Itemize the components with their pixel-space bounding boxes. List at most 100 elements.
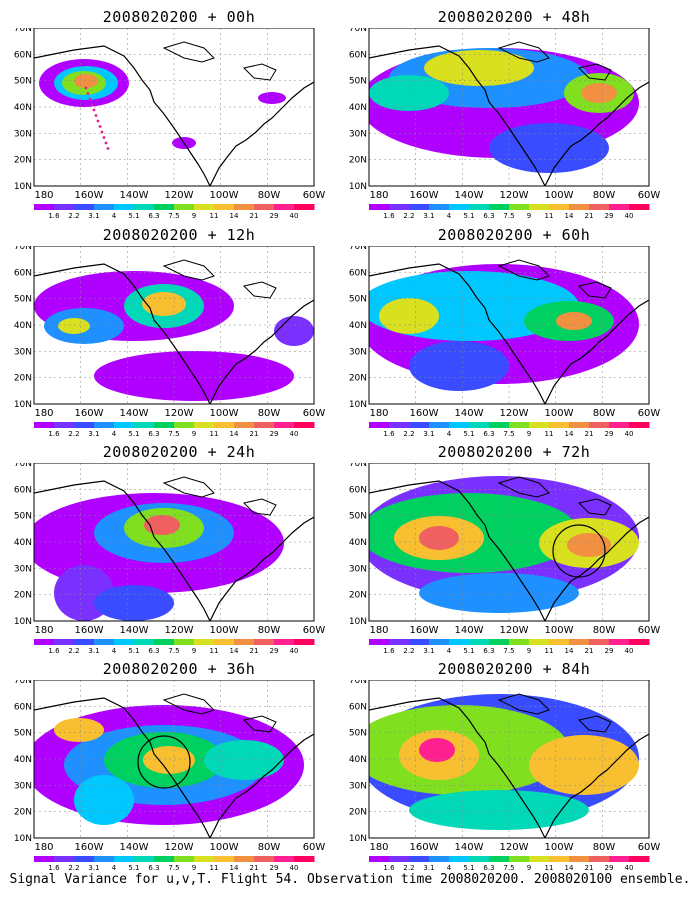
lon-tick-label: 60W (303, 842, 326, 853)
colorbar-swatch (294, 639, 315, 645)
colorbar-label: 1.6 (48, 647, 60, 653)
map-panel-84h: 2008020200 + 84h 70N 60N 50N 40N 30N 20N 10N 18… (349, 660, 679, 875)
lat-tick-label: 50N (14, 295, 32, 305)
flight-track-point (102, 136, 106, 139)
colorbar-label: 14 (230, 212, 239, 218)
map-panel-48h: 2008020200 + 48h 70N 60N 50N 40N 30N 20N 10N 18… (349, 8, 679, 223)
coastline (162, 41, 215, 63)
contour-fill (379, 298, 439, 334)
lat-tick-label: 60N (14, 50, 32, 60)
map-panel-24h: 2008020200 + 24h 70N 60N 50N 40N 30N 20N 10N 18… (14, 443, 344, 658)
colorbar-label: 9 (192, 647, 196, 653)
colorbar-label: 14 (565, 647, 574, 653)
colorbar-label: 29 (605, 864, 614, 870)
colorbar-label: 5.1 (128, 864, 139, 870)
colorbar-label: 21 (585, 430, 594, 436)
colorbar-label: 6.3 (148, 430, 159, 436)
colorbar-label: 3.1 (423, 647, 434, 653)
colorbar-swatch (449, 204, 470, 210)
lat-tick-label: 20N (349, 374, 367, 384)
colorbar-label: 14 (230, 647, 239, 653)
colorbar-label: 11 (210, 864, 219, 870)
colorbar-swatch (174, 856, 195, 862)
colorbar-swatch (94, 204, 115, 210)
colorbar-swatch (74, 856, 95, 862)
lon-tick-label: 60W (303, 625, 326, 636)
lat-tick-label: 70N (14, 28, 32, 34)
lat-tick-label: 70N (349, 680, 367, 686)
colorbar-label: 29 (605, 430, 614, 436)
colorbar-label: 6.3 (483, 212, 494, 218)
colorbar-label: 7.5 (168, 430, 179, 436)
colorbar-swatch (429, 639, 450, 645)
lon-tick-label: 180 (34, 842, 53, 853)
colorbar-swatch (509, 856, 530, 862)
lat-tick-label: 10N (14, 400, 32, 410)
lat-tick-label: 20N (349, 156, 367, 166)
coastline (162, 476, 215, 498)
lon-tick-label: 80W (258, 842, 281, 853)
variance-field (34, 680, 314, 838)
lat-tick-label: 30N (349, 564, 367, 574)
coastline (497, 41, 550, 63)
coastline (209, 299, 314, 404)
colorbar-label: 40 (625, 430, 634, 436)
colorbar-label: 1.6 (48, 430, 60, 436)
colorbar-label: 7.5 (168, 864, 179, 870)
panel-title: 2008020200 + 84h (437, 660, 591, 678)
contour-fill (369, 75, 449, 111)
lon-tick-label: 80W (258, 625, 281, 636)
coastline (369, 697, 546, 838)
colorbar-swatch (409, 639, 430, 645)
lat-tick-label: 40N (14, 321, 32, 331)
colorbar-label: 5.1 (128, 647, 139, 653)
colorbar-swatch (469, 422, 490, 428)
colorbar-label: 2.2 (403, 430, 414, 436)
colorbar-swatch (469, 856, 490, 862)
colorbar-swatch (609, 204, 630, 210)
colorbar-label: 2.2 (403, 864, 414, 870)
lat-tick-label: 10N (349, 400, 367, 410)
colorbar-swatch (549, 856, 570, 862)
colorbar-label: 5.1 (463, 212, 474, 218)
colorbar-label: 1.6 (383, 430, 395, 436)
lon-tick-label: 60W (638, 408, 661, 419)
coastline (369, 45, 546, 186)
colorbar-swatch (214, 204, 235, 210)
colorbar-label: 5.1 (463, 864, 474, 870)
lat-tick-label: 30N (14, 564, 32, 574)
lon-tick-label: 140W (455, 625, 484, 636)
lat-tick-label: 10N (349, 617, 367, 627)
lat-tick-label: 40N (349, 538, 367, 548)
flight-track-point (92, 108, 96, 112)
variance-field (369, 463, 649, 621)
contour-fill (424, 50, 534, 86)
colorbar-label: 1.6 (383, 212, 395, 218)
colorbar-label: 6.3 (483, 647, 494, 653)
plot-frame (368, 246, 650, 405)
colorbar-swatch (409, 856, 430, 862)
map-panel-72h: 2008020200 + 72h 70N 60N 50N 40N 30N 20N 10N 18… (349, 443, 679, 658)
colorbar-label: 14 (230, 430, 239, 436)
colorbar-swatch (54, 639, 75, 645)
coastline (162, 259, 215, 281)
colorbar-swatch (54, 422, 75, 428)
lon-tick-label: 180 (34, 408, 53, 419)
lat-tick-label: 10N (349, 182, 367, 192)
colorbar-label: 7.5 (503, 212, 514, 218)
lon-tick-label: 60W (303, 408, 326, 419)
colorbar-label: 3.1 (88, 212, 99, 218)
contour-fill (419, 526, 459, 550)
variance-field (34, 28, 314, 186)
colorbar-swatch (154, 422, 175, 428)
colorbar-label: 29 (605, 212, 614, 218)
colorbar-label: 40 (625, 212, 634, 218)
lon-tick-label: 180 (34, 625, 53, 636)
colorbar-swatch (274, 639, 295, 645)
lon-tick-label: 80W (593, 408, 616, 419)
coastline (162, 693, 215, 715)
colorbar-label: 6.3 (148, 864, 159, 870)
coastline (209, 81, 314, 186)
